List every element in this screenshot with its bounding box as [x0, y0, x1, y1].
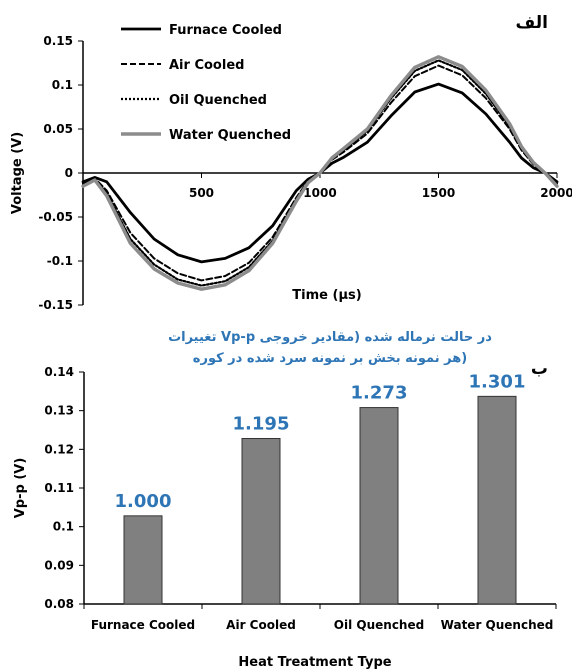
- bar-data-label: 1.301: [469, 371, 526, 392]
- line-chart-x-tick-label: 1500: [422, 186, 455, 200]
- bar-water-quenched: [477, 395, 517, 605]
- line-chart-y-tick-label: 0.15: [43, 34, 73, 48]
- legend-label: Air Cooled: [169, 58, 244, 73]
- bar-category-label: Furnace Cooled: [91, 618, 195, 632]
- line-chart-x-axis-label: Time (µs): [292, 288, 361, 303]
- line-chart-y-tick-label: 0.05: [43, 122, 73, 136]
- line-chart-y-axis-label: Voltage (V): [10, 132, 25, 214]
- panel-label-alef: الف: [516, 13, 548, 33]
- bar-chart-y-axis-label: Vp-p (V): [13, 458, 28, 519]
- line-chart-y-tick-label: -0.15: [38, 298, 73, 312]
- bar-chart-category-labels: Furnace Cooled Air Cooled Oil Quenched Wate…: [91, 618, 553, 632]
- voltage-line-chart: 0.15 0.1 0.05 0 -0.05 -0.1 -0.15 500 1000 1500 20…: [10, 13, 572, 312]
- legend-label: Water Quenched: [169, 128, 291, 143]
- bar-oil-quenched: [359, 407, 399, 605]
- line-chart-x-tick-label: 500: [189, 186, 214, 200]
- line-chart-legend: Furnace Cooled Air Cooled Oil Quenched Wate…: [121, 23, 291, 143]
- line-chart-series: [81, 55, 559, 291]
- line-chart-y-tick-label: 0: [65, 166, 73, 180]
- bar-chart-x-axis-label: Heat Treatment Type: [238, 655, 391, 670]
- bar-chart-title-line-2: هر نمونه بخش بر نمونه سرد شده در کوره): [193, 351, 467, 366]
- bar-chart-y-tick-label: 0.11: [44, 481, 74, 495]
- line-chart-x-tick-label: 2000: [540, 186, 572, 200]
- panel-label-be: ب: [531, 359, 548, 379]
- bar-category-label: Air Cooled: [226, 618, 296, 632]
- bar-data-label: 1.000: [115, 491, 172, 512]
- bar-chart-title-line-1: تغییرات Vp-p در حالت نرماله شده (مقادیر …: [168, 330, 492, 345]
- bar-data-label: 1.195: [233, 414, 290, 435]
- line-chart-y-tick-label: -0.05: [38, 210, 73, 224]
- legend-label: Furnace Cooled: [169, 23, 282, 38]
- line-chart-y-tick-label: -0.1: [47, 254, 73, 268]
- bar-chart-y-tick-label: 0.09: [44, 558, 74, 572]
- bar-chart-y-tick-labels: 0.14 0.13 0.12 0.11 0.1 0.09 0.08: [44, 365, 74, 611]
- line-chart-y-tick-label: 0.1: [52, 78, 73, 92]
- bar-chart-bars: [123, 395, 517, 605]
- bar-chart-y-tick-label: 0.14: [44, 365, 74, 379]
- bar-category-label: Oil Quenched: [334, 618, 424, 632]
- legend-label: Oil Quenched: [169, 93, 267, 108]
- bar-data-label: 1.273: [351, 383, 408, 404]
- line-chart-x-tick-labels: 500 1000 1500 2000: [189, 186, 572, 200]
- bar-furnace-cooled: [123, 515, 163, 605]
- bar-air-cooled: [241, 438, 281, 605]
- vpp-bar-chart: تغییرات Vp-p در حالت نرماله شده (مقادیر …: [13, 330, 557, 670]
- line-chart-y-tick-labels: 0.15 0.1 0.05 0 -0.05 -0.1 -0.15: [38, 34, 73, 312]
- bar-chart-y-tick-label: 0.1: [53, 520, 74, 534]
- bar-chart-y-tick-label: 0.13: [44, 404, 74, 418]
- bar-chart-data-labels: 1.000 1.195 1.273 1.301: [115, 371, 526, 511]
- line-chart-x-tick-label: 1000: [303, 186, 336, 200]
- series-line-water-quenched: [81, 55, 559, 291]
- bar-chart-y-tick-label: 0.08: [44, 597, 74, 611]
- bar-category-label: Water Quenched: [441, 618, 554, 632]
- bar-chart-y-tick-label: 0.12: [44, 442, 74, 456]
- bar-chart-axes: [79, 371, 557, 609]
